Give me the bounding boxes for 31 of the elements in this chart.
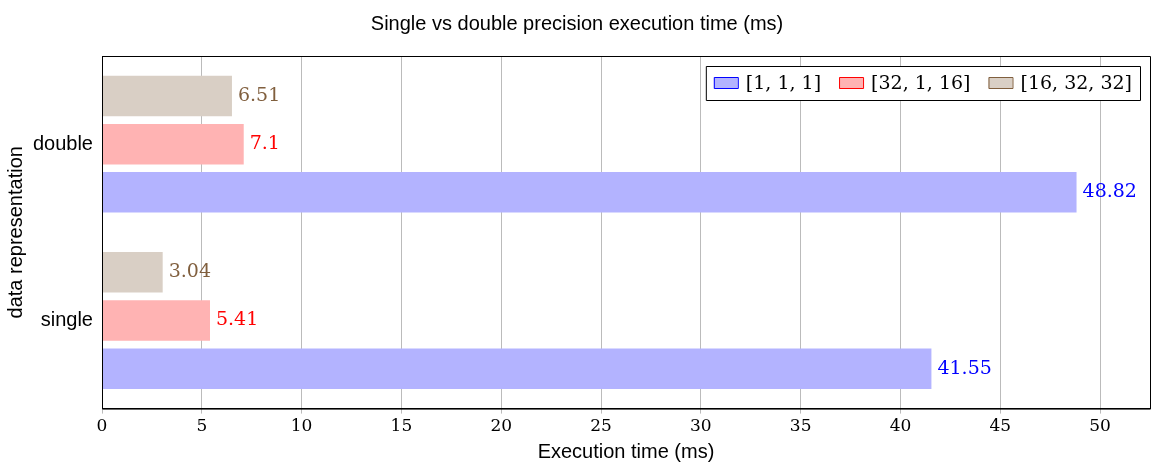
x-tick-label: 40 bbox=[889, 415, 912, 436]
x-axis-title: Execution time (ms) bbox=[537, 439, 715, 462]
legend-label: [32, 1, 16] bbox=[871, 70, 971, 93]
data-label: 41.55 bbox=[937, 355, 992, 378]
data-label: 5.41 bbox=[215, 307, 259, 330]
legend-label: [1, 1, 1] bbox=[745, 70, 822, 93]
x-tick-label: 5 bbox=[196, 415, 208, 436]
chart-title: Single vs double precision execution time (ms) bbox=[370, 11, 784, 34]
x-tick-label: 15 bbox=[390, 415, 413, 436]
x-tick-label: 10 bbox=[290, 415, 313, 436]
bar bbox=[102, 348, 932, 389]
bar bbox=[102, 123, 244, 165]
x-tick-label: 30 bbox=[690, 415, 712, 436]
data-label: 6.51 bbox=[237, 82, 281, 105]
x-tick-label: 45 bbox=[989, 415, 1012, 436]
bar bbox=[102, 75, 232, 117]
y-axis-title: data representation bbox=[3, 146, 26, 319]
data-label: 7.1 bbox=[249, 131, 280, 154]
bar bbox=[102, 300, 210, 341]
legend-label: [16, 32, 32] bbox=[1020, 70, 1132, 93]
data-label: 48.82 bbox=[1082, 179, 1137, 202]
x-tick-label: 25 bbox=[590, 415, 612, 436]
data-label: 3.04 bbox=[168, 259, 211, 282]
y-tick-label: single bbox=[40, 307, 93, 330]
y-tick-label: double bbox=[32, 131, 93, 154]
x-tick-label: 20 bbox=[490, 415, 513, 436]
bar bbox=[102, 172, 1077, 213]
x-tick-label: 50 bbox=[1089, 415, 1111, 436]
bar bbox=[102, 252, 163, 293]
x-tick-label: 0 bbox=[96, 415, 108, 436]
x-tick-label: 35 bbox=[789, 415, 812, 436]
